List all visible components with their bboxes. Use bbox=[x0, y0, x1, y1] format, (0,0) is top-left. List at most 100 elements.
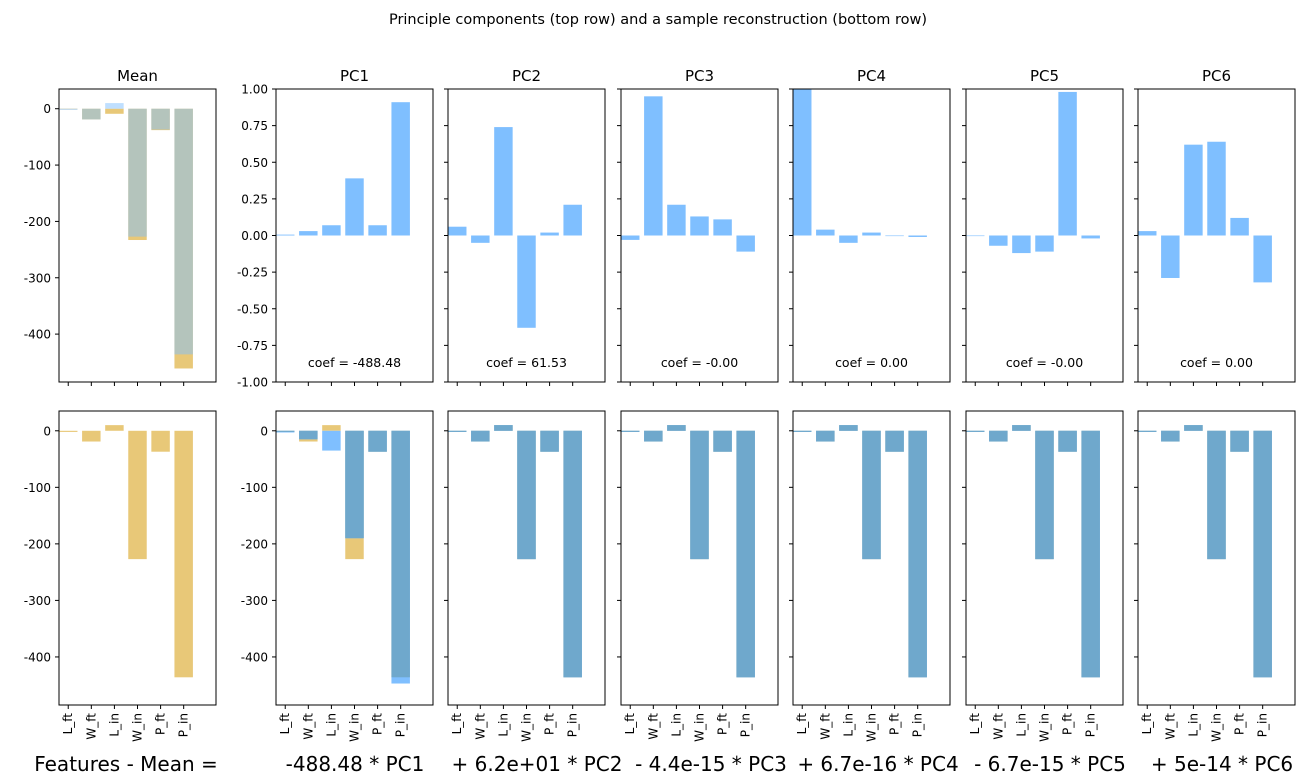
panel-frame bbox=[792, 410, 951, 706]
y-tick-label: -200 bbox=[241, 537, 268, 551]
pc6-bar-w-ft bbox=[1161, 235, 1180, 278]
x-tick-label-w-in: W_in bbox=[131, 713, 145, 742]
overlap-bar-w-in bbox=[862, 430, 881, 560]
y-tick-label: 0 bbox=[43, 102, 51, 116]
y-tick-label: -200 bbox=[24, 537, 51, 551]
panel-frame bbox=[275, 88, 434, 383]
y-tick-label: -100 bbox=[24, 481, 51, 495]
pc5-bar-w-in bbox=[1035, 235, 1054, 252]
pc3-bar-p-in bbox=[736, 235, 755, 252]
target-bar-w-ft bbox=[82, 430, 101, 442]
coef-label: coef = 0.00 bbox=[1180, 355, 1253, 370]
overlap-bar-p-in bbox=[1081, 430, 1100, 678]
panel-frame bbox=[58, 88, 217, 383]
x-tick-label-p-ft: P_ft bbox=[154, 713, 168, 735]
panel-frame bbox=[58, 410, 217, 706]
panel-title: PC5 bbox=[1030, 67, 1059, 85]
pc1-panel: PC1 1.00 0.75 0.50 0.25 0.00 -0.25 -0.50 -0.75 -1… bbox=[237, 67, 434, 390]
y-tick-label: -400 bbox=[24, 328, 51, 342]
reconstruction-5-panel: L_ft W_ft L_in W_in P_ft P_in - 6.7e-15 * PC5 bbox=[962, 410, 1126, 776]
panel-title: PC1 bbox=[340, 67, 369, 85]
overlap-bar-w-in bbox=[1035, 430, 1054, 560]
overlap-bar-l-ft bbox=[621, 430, 640, 432]
overlap-bar-w-in bbox=[517, 430, 536, 560]
x-tick-label-p-in: P_in bbox=[1084, 713, 1098, 737]
overlap-bar-w-ft bbox=[989, 430, 1008, 442]
pc5-bar-w-ft bbox=[989, 235, 1008, 246]
overlap-bar-p-ft bbox=[713, 430, 732, 452]
y-tick-label: -300 bbox=[24, 594, 51, 608]
sample-bar-w-ft bbox=[82, 108, 101, 120]
pc6-bar-l-in bbox=[1184, 144, 1203, 236]
pc5-bar-l-ft bbox=[966, 235, 985, 237]
reconstruction-1-panel: 0 -100 -200 -300 -400 L_ft W_ft L_in W_in P_ft P_i… bbox=[241, 410, 434, 776]
panel-frame bbox=[965, 88, 1124, 383]
pc4-bar-p-ft bbox=[885, 235, 904, 237]
coef-label: coef = -0.00 bbox=[661, 355, 738, 370]
y-tick-label: -400 bbox=[24, 650, 51, 664]
y-tick-label: -100 bbox=[241, 481, 268, 495]
y-tick-label: -200 bbox=[24, 215, 51, 229]
panel-title: PC3 bbox=[685, 67, 714, 85]
sample-bar-w-in bbox=[128, 108, 147, 237]
overlap-bar-w-in bbox=[1207, 430, 1226, 560]
overlap-bar-p-ft bbox=[368, 430, 387, 452]
target-bar-p-in bbox=[174, 430, 193, 678]
pc1-bar-p-in bbox=[391, 102, 410, 236]
x-tick-label-w-in: W_in bbox=[348, 713, 362, 742]
overlap-bar-l-in bbox=[839, 425, 858, 431]
pc4-bar-w-ft bbox=[816, 229, 835, 236]
panel-frame bbox=[965, 410, 1124, 706]
overlap-bar-l-in bbox=[1184, 425, 1203, 431]
term-label: - 6.7e-15 * PC5 bbox=[974, 752, 1126, 776]
panel-frame bbox=[620, 410, 779, 706]
overlap-bar-p-ft bbox=[1058, 430, 1077, 452]
pc3-bar-w-ft bbox=[644, 96, 663, 236]
overlap-bar-p-in bbox=[563, 430, 582, 678]
x-tick-label-p-in: P_in bbox=[177, 713, 191, 737]
pc3-bar-l-ft bbox=[621, 235, 640, 240]
term-label: Features - Mean = bbox=[34, 752, 218, 776]
x-tick-label-p-in: P_in bbox=[394, 713, 408, 737]
term-label: -488.48 * PC1 bbox=[286, 752, 425, 776]
x-tick-label-p-ft: P_ft bbox=[888, 713, 902, 735]
overlap-bar-w-ft bbox=[1161, 430, 1180, 442]
overlap-bar-l-ft bbox=[793, 430, 812, 432]
x-tick-label-p-in: P_in bbox=[1256, 713, 1270, 737]
target-bar-p-ft bbox=[151, 430, 170, 452]
pc3-bar-l-in bbox=[667, 204, 686, 236]
x-tick-label-w-in: W_in bbox=[865, 713, 879, 742]
panel-frame bbox=[792, 88, 951, 383]
y-tick-label: -100 bbox=[24, 159, 51, 173]
y-tick-label: 0.25 bbox=[241, 192, 268, 206]
sample-bar-p-in bbox=[174, 108, 193, 355]
coef-label: coef = -488.48 bbox=[308, 355, 401, 370]
pc4-bar-w-in bbox=[862, 232, 881, 236]
x-tick-label-p-in: P_in bbox=[739, 713, 753, 737]
pc5-bar-l-in bbox=[1012, 235, 1031, 254]
overlap-bar-w-in bbox=[690, 430, 709, 560]
y-tick-label: -300 bbox=[241, 594, 268, 608]
panel-frame bbox=[275, 410, 434, 706]
y-tick-label: -400 bbox=[241, 650, 268, 664]
x-tick-label-l-in: L_in bbox=[1186, 713, 1200, 737]
pc6-panel: PC6 coef = 0.00 bbox=[1134, 67, 1296, 386]
y-tick-label: -300 bbox=[24, 271, 51, 285]
pc1-bar-p-ft bbox=[368, 225, 387, 236]
sample-bar-p-ft bbox=[151, 108, 170, 130]
x-tick-label-l-ft: L_ft bbox=[1140, 713, 1154, 735]
y-tick-label: -1.00 bbox=[237, 376, 268, 390]
x-tick-label-l-in: L_in bbox=[324, 713, 338, 737]
reconstruction-3-panel: L_ft W_ft L_in W_in P_ft P_in - 4.4e-15 * PC3 bbox=[617, 410, 787, 776]
mean-panel: Mean 0 -100 -200 -300 -400 bbox=[24, 67, 217, 386]
y-tick-label: 0 bbox=[43, 424, 51, 438]
overlap-bar-l-ft bbox=[1138, 430, 1157, 432]
overlap-bar-l-ft bbox=[966, 430, 985, 432]
pc6-bar-p-ft bbox=[1230, 217, 1249, 236]
term-label: + 5e-14 * PC6 bbox=[1151, 752, 1293, 776]
coef-label: coef = -0.00 bbox=[1006, 355, 1083, 370]
overlap-bar-p-ft bbox=[1230, 430, 1249, 452]
pc2-bar-w-ft bbox=[471, 235, 490, 243]
reconstruction-2-panel: L_ft W_ft L_in W_in P_ft P_in + 6.2e+01 * PC2 bbox=[444, 410, 622, 776]
